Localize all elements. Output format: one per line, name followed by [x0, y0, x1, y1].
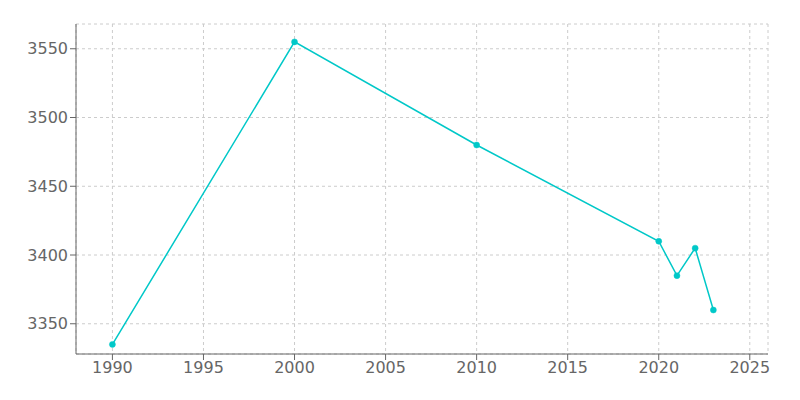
svg-text:3350: 3350 [27, 314, 68, 333]
svg-text:2015: 2015 [547, 358, 588, 377]
svg-text:3550: 3550 [27, 39, 68, 58]
svg-text:2020: 2020 [638, 358, 679, 377]
svg-text:3450: 3450 [27, 177, 68, 196]
svg-text:3400: 3400 [27, 246, 68, 265]
svg-text:1995: 1995 [183, 358, 224, 377]
svg-text:1990: 1990 [92, 358, 133, 377]
svg-text:2025: 2025 [729, 358, 770, 377]
svg-text:2010: 2010 [456, 358, 497, 377]
svg-text:2005: 2005 [365, 358, 406, 377]
svg-text:3500: 3500 [27, 108, 68, 127]
svg-text:2000: 2000 [274, 358, 315, 377]
